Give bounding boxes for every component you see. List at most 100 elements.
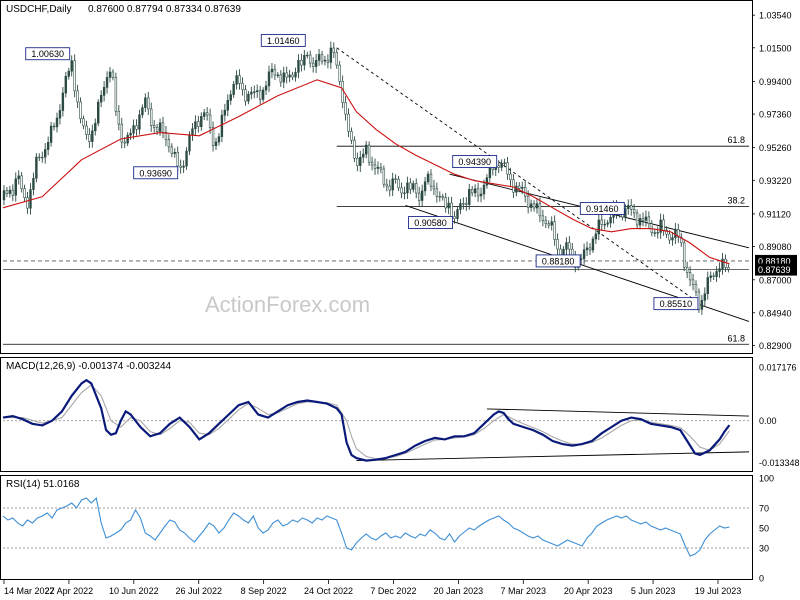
candle-body <box>435 188 439 197</box>
candle-body <box>400 187 403 194</box>
candle <box>79 97 82 124</box>
candle-body <box>721 258 724 270</box>
candle-body <box>459 203 462 210</box>
candle-body <box>635 212 639 226</box>
candle <box>214 137 218 150</box>
candle <box>132 119 135 140</box>
candle-body <box>8 189 12 194</box>
x-tick-label-0: 14 Mar 2022 <box>4 586 55 596</box>
candle <box>538 197 542 223</box>
candle <box>314 53 318 73</box>
candle-body <box>603 223 606 226</box>
candle-body <box>217 136 221 143</box>
candle <box>211 121 215 152</box>
candle-body <box>712 275 715 277</box>
fib-label-2: 61.8 <box>727 333 745 343</box>
candle-body <box>97 101 100 124</box>
candle <box>635 209 639 229</box>
candle-body <box>553 221 556 240</box>
candle <box>627 199 630 215</box>
candle <box>200 112 203 131</box>
candle <box>317 49 321 66</box>
candle-body <box>185 150 188 167</box>
candle <box>11 184 15 202</box>
candle-body <box>512 179 515 193</box>
candle-body <box>314 60 318 67</box>
candle <box>238 69 241 90</box>
candle <box>482 179 486 200</box>
candle <box>194 115 197 136</box>
candle-body <box>379 166 383 170</box>
candle <box>279 70 282 87</box>
candle <box>588 242 592 256</box>
candle <box>256 84 259 98</box>
candle-body <box>111 71 115 78</box>
candle-body <box>391 178 394 191</box>
rsi-line <box>2 496 730 557</box>
candle <box>229 90 232 105</box>
candle <box>14 172 17 202</box>
candle-body <box>311 62 315 67</box>
candle <box>500 159 503 172</box>
candle-body <box>597 219 601 235</box>
candle-body <box>412 183 415 190</box>
candle <box>309 50 312 68</box>
candle <box>600 213 603 231</box>
main-y-tick-label-9: 0.84940 <box>759 308 792 318</box>
price-label-box <box>579 201 625 215</box>
candle-body <box>70 60 73 72</box>
candle <box>426 171 430 185</box>
candle-body <box>205 112 209 116</box>
candle-body <box>370 161 374 166</box>
candle <box>700 294 704 315</box>
candle <box>641 212 645 227</box>
candle <box>320 50 324 65</box>
price-label-0: 1.00630 <box>25 47 71 61</box>
candle <box>376 161 380 175</box>
candle-body <box>417 192 421 201</box>
candle-body <box>506 162 509 175</box>
candle-body <box>141 107 144 116</box>
symbol-title: USDCHF,Daily <box>6 4 72 15</box>
candle <box>594 229 598 244</box>
candle <box>64 71 68 98</box>
candle <box>497 160 500 173</box>
candle-body <box>588 247 592 251</box>
candle-body <box>273 68 277 76</box>
candle <box>35 153 38 183</box>
candle-body <box>688 272 692 281</box>
main-y-tick-label-2: 0.99400 <box>759 77 792 87</box>
candle-body <box>694 284 698 293</box>
candle <box>297 54 300 79</box>
candle-body <box>214 141 218 147</box>
candle-body <box>261 89 265 100</box>
candle-body <box>126 134 129 144</box>
candle <box>677 223 680 243</box>
candle-body <box>353 139 356 159</box>
candle <box>208 108 212 134</box>
candle-body <box>297 59 300 73</box>
candle <box>117 105 121 131</box>
candle <box>370 156 374 171</box>
candle-body <box>88 134 91 142</box>
candle-body <box>497 165 500 168</box>
candle <box>465 197 468 211</box>
candle <box>203 108 206 121</box>
candle <box>5 187 9 198</box>
candle-body <box>232 83 235 95</box>
x-tick-label-1: 27 Apr 2022 <box>45 586 94 596</box>
candle-body <box>238 75 241 84</box>
candle-body <box>44 149 47 158</box>
candle <box>120 117 123 149</box>
candle <box>435 182 439 203</box>
price-label-box <box>133 166 179 180</box>
candle-body <box>367 144 371 163</box>
macd-trend-line-1 <box>356 451 750 462</box>
ohlc-readout: 0.87600 0.87794 0.87334 0.87639 <box>88 4 241 15</box>
price-label-box <box>408 216 453 229</box>
candle <box>582 243 586 266</box>
candle-body <box>179 165 182 168</box>
candle <box>721 253 724 275</box>
candle <box>20 172 23 193</box>
candle-body <box>99 94 103 103</box>
